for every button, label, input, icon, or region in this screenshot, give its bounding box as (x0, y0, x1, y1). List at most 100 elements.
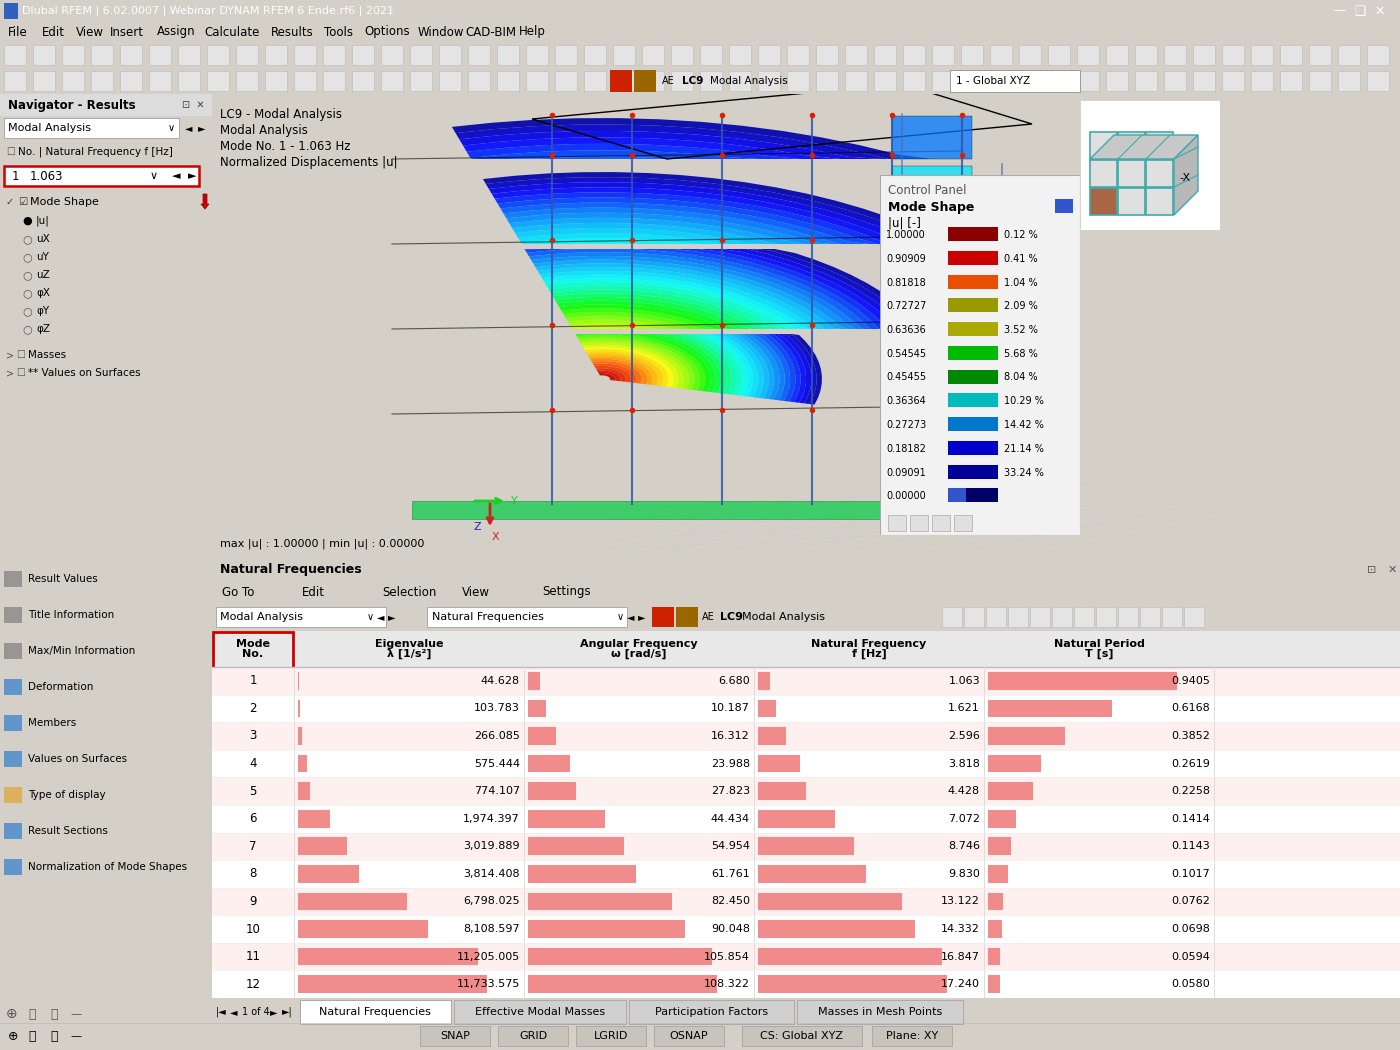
Bar (1049, 71, 1070, 91)
Text: —: — (1334, 4, 1347, 18)
Text: ◄: ◄ (627, 612, 634, 622)
Bar (1147, 160, 1173, 187)
Bar (528, 948, 713, 965)
Text: Insert: Insert (111, 25, 144, 39)
Text: ☐: ☐ (15, 350, 25, 360)
Text: 8: 8 (249, 867, 256, 880)
Text: Max/Min Information: Max/Min Information (28, 646, 136, 656)
Bar (990, 71, 1012, 91)
Bar (4, 71, 27, 91)
Bar (787, 71, 809, 91)
Bar (1019, 71, 1042, 91)
Polygon shape (559, 304, 767, 329)
Polygon shape (570, 323, 727, 329)
Bar (643, 45, 664, 65)
Bar (1280, 71, 1302, 91)
Text: 54.954: 54.954 (711, 841, 750, 852)
Text: 4: 4 (249, 757, 256, 770)
Bar (948, 488, 966, 502)
Bar (892, 116, 972, 159)
Text: 3,019.889: 3,019.889 (463, 841, 519, 852)
Polygon shape (549, 334, 806, 403)
Bar (1222, 45, 1245, 65)
Bar (298, 865, 360, 883)
Bar (634, 70, 657, 92)
Text: 10: 10 (245, 923, 260, 936)
Polygon shape (518, 249, 925, 329)
Bar (988, 810, 1016, 827)
Bar (988, 865, 1008, 883)
Bar (1074, 607, 1093, 627)
Text: 105.854: 105.854 (704, 951, 750, 962)
Bar (298, 975, 487, 993)
Bar (757, 728, 787, 744)
Text: ●: ● (22, 216, 32, 226)
Text: LC9: LC9 (682, 76, 703, 86)
Text: 0.0594: 0.0594 (1172, 951, 1210, 962)
Bar (700, 45, 722, 65)
Bar (497, 71, 519, 91)
Bar (988, 782, 1033, 800)
Text: 0.0698: 0.0698 (1172, 924, 1210, 934)
Bar (948, 322, 998, 336)
Text: Members: Members (28, 718, 76, 728)
Polygon shape (494, 192, 1016, 244)
Bar (34, 45, 55, 65)
Text: 1.04 %: 1.04 % (1004, 277, 1037, 288)
Bar (211, 695, 1400, 722)
Polygon shape (545, 278, 826, 329)
Bar (1366, 45, 1389, 65)
Text: 1 of 4: 1 of 4 (242, 1007, 270, 1017)
Bar (468, 71, 490, 91)
Bar (757, 838, 854, 855)
Text: φX: φX (36, 288, 50, 298)
Text: Natural Frequencies: Natural Frequencies (220, 564, 361, 576)
Bar (298, 838, 347, 855)
Bar (4, 823, 22, 839)
Text: ►: ► (197, 123, 206, 133)
Bar (729, 45, 750, 65)
Polygon shape (512, 223, 949, 244)
Bar (1140, 607, 1161, 627)
Bar (676, 607, 699, 627)
Bar (265, 71, 287, 91)
Polygon shape (545, 334, 822, 404)
Polygon shape (514, 249, 942, 329)
Text: 103.783: 103.783 (475, 704, 519, 713)
Text: ✓: ✓ (6, 197, 14, 207)
Text: ○: ○ (22, 324, 32, 334)
Text: Calculate: Calculate (204, 25, 259, 39)
Text: 266.085: 266.085 (475, 731, 519, 741)
Bar (757, 892, 902, 910)
Text: Modal Analysis: Modal Analysis (8, 123, 91, 133)
Bar (1106, 71, 1128, 91)
Text: LGRID: LGRID (594, 1031, 629, 1041)
Bar (298, 920, 428, 938)
Text: GRID: GRID (519, 1031, 547, 1041)
Text: Help: Help (518, 25, 546, 39)
Polygon shape (581, 342, 685, 388)
Text: Tools: Tools (323, 25, 353, 39)
Text: Modal Analysis: Modal Analysis (220, 124, 308, 136)
Text: 0.1017: 0.1017 (1172, 869, 1210, 879)
Bar (671, 71, 693, 91)
Text: 3,814.408: 3,814.408 (463, 869, 519, 879)
Text: 0.1143: 0.1143 (1172, 841, 1210, 852)
Text: ○: ○ (22, 234, 32, 244)
Bar (381, 45, 403, 65)
Bar (1119, 132, 1145, 159)
Bar (211, 805, 1400, 833)
Text: ⊕: ⊕ (6, 1007, 18, 1021)
Text: Modal Analysis: Modal Analysis (220, 612, 302, 622)
Text: Natural Frequency: Natural Frequency (812, 639, 927, 649)
Bar (351, 45, 374, 65)
Bar (4, 859, 22, 875)
Text: 9.830: 9.830 (948, 869, 980, 879)
Bar (207, 45, 230, 65)
Text: ◄: ◄ (377, 612, 385, 622)
Polygon shape (582, 344, 679, 387)
Polygon shape (550, 290, 801, 329)
Bar (1056, 200, 1072, 213)
Text: 6.680: 6.680 (718, 676, 750, 686)
Text: ∨: ∨ (150, 171, 158, 181)
